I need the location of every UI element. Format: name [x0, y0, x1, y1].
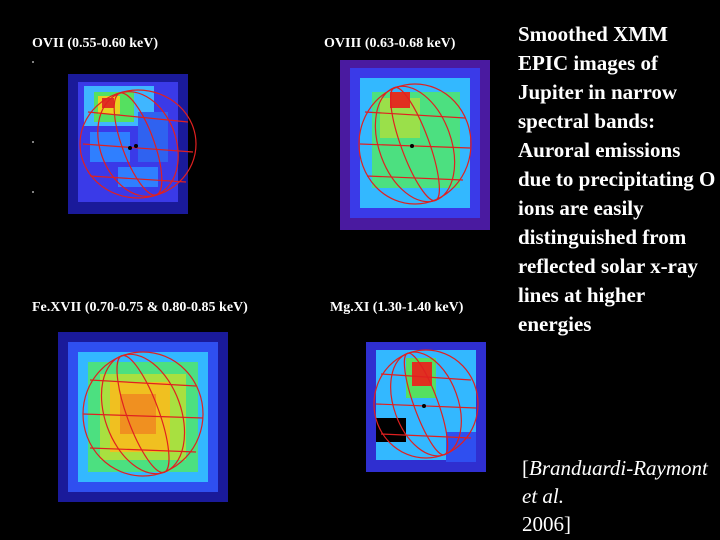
jupiter-xray-image-ovii: [28, 52, 258, 242]
panel-label-fexvii: Fe.XVII (0.70-0.75 & 0.80-0.85 keV): [32, 300, 248, 315]
figure-caption: Smoothed XMM EPIC images of Jupiter in n…: [518, 22, 716, 336]
citation-authors: Branduardi-Raymont et al.: [522, 456, 708, 508]
citation-open-bracket: [: [522, 456, 529, 480]
jupiter-xray-image-fexvii: [28, 322, 258, 512]
citation-year: 2006]: [522, 512, 571, 536]
jupiter-xray-image-mgxi: [326, 322, 516, 512]
jupiter-xray-image-oviii: [320, 52, 510, 242]
citation: [Branduardi-Raymont et al. 2006]: [522, 454, 712, 538]
panel-label-oviii: OVIII (0.63-0.68 keV): [324, 36, 456, 51]
panel-label-mgxi: Mg.XI (1.30-1.40 keV): [330, 300, 464, 315]
panel-label-ovii: OVII (0.55-0.60 keV): [32, 36, 158, 51]
